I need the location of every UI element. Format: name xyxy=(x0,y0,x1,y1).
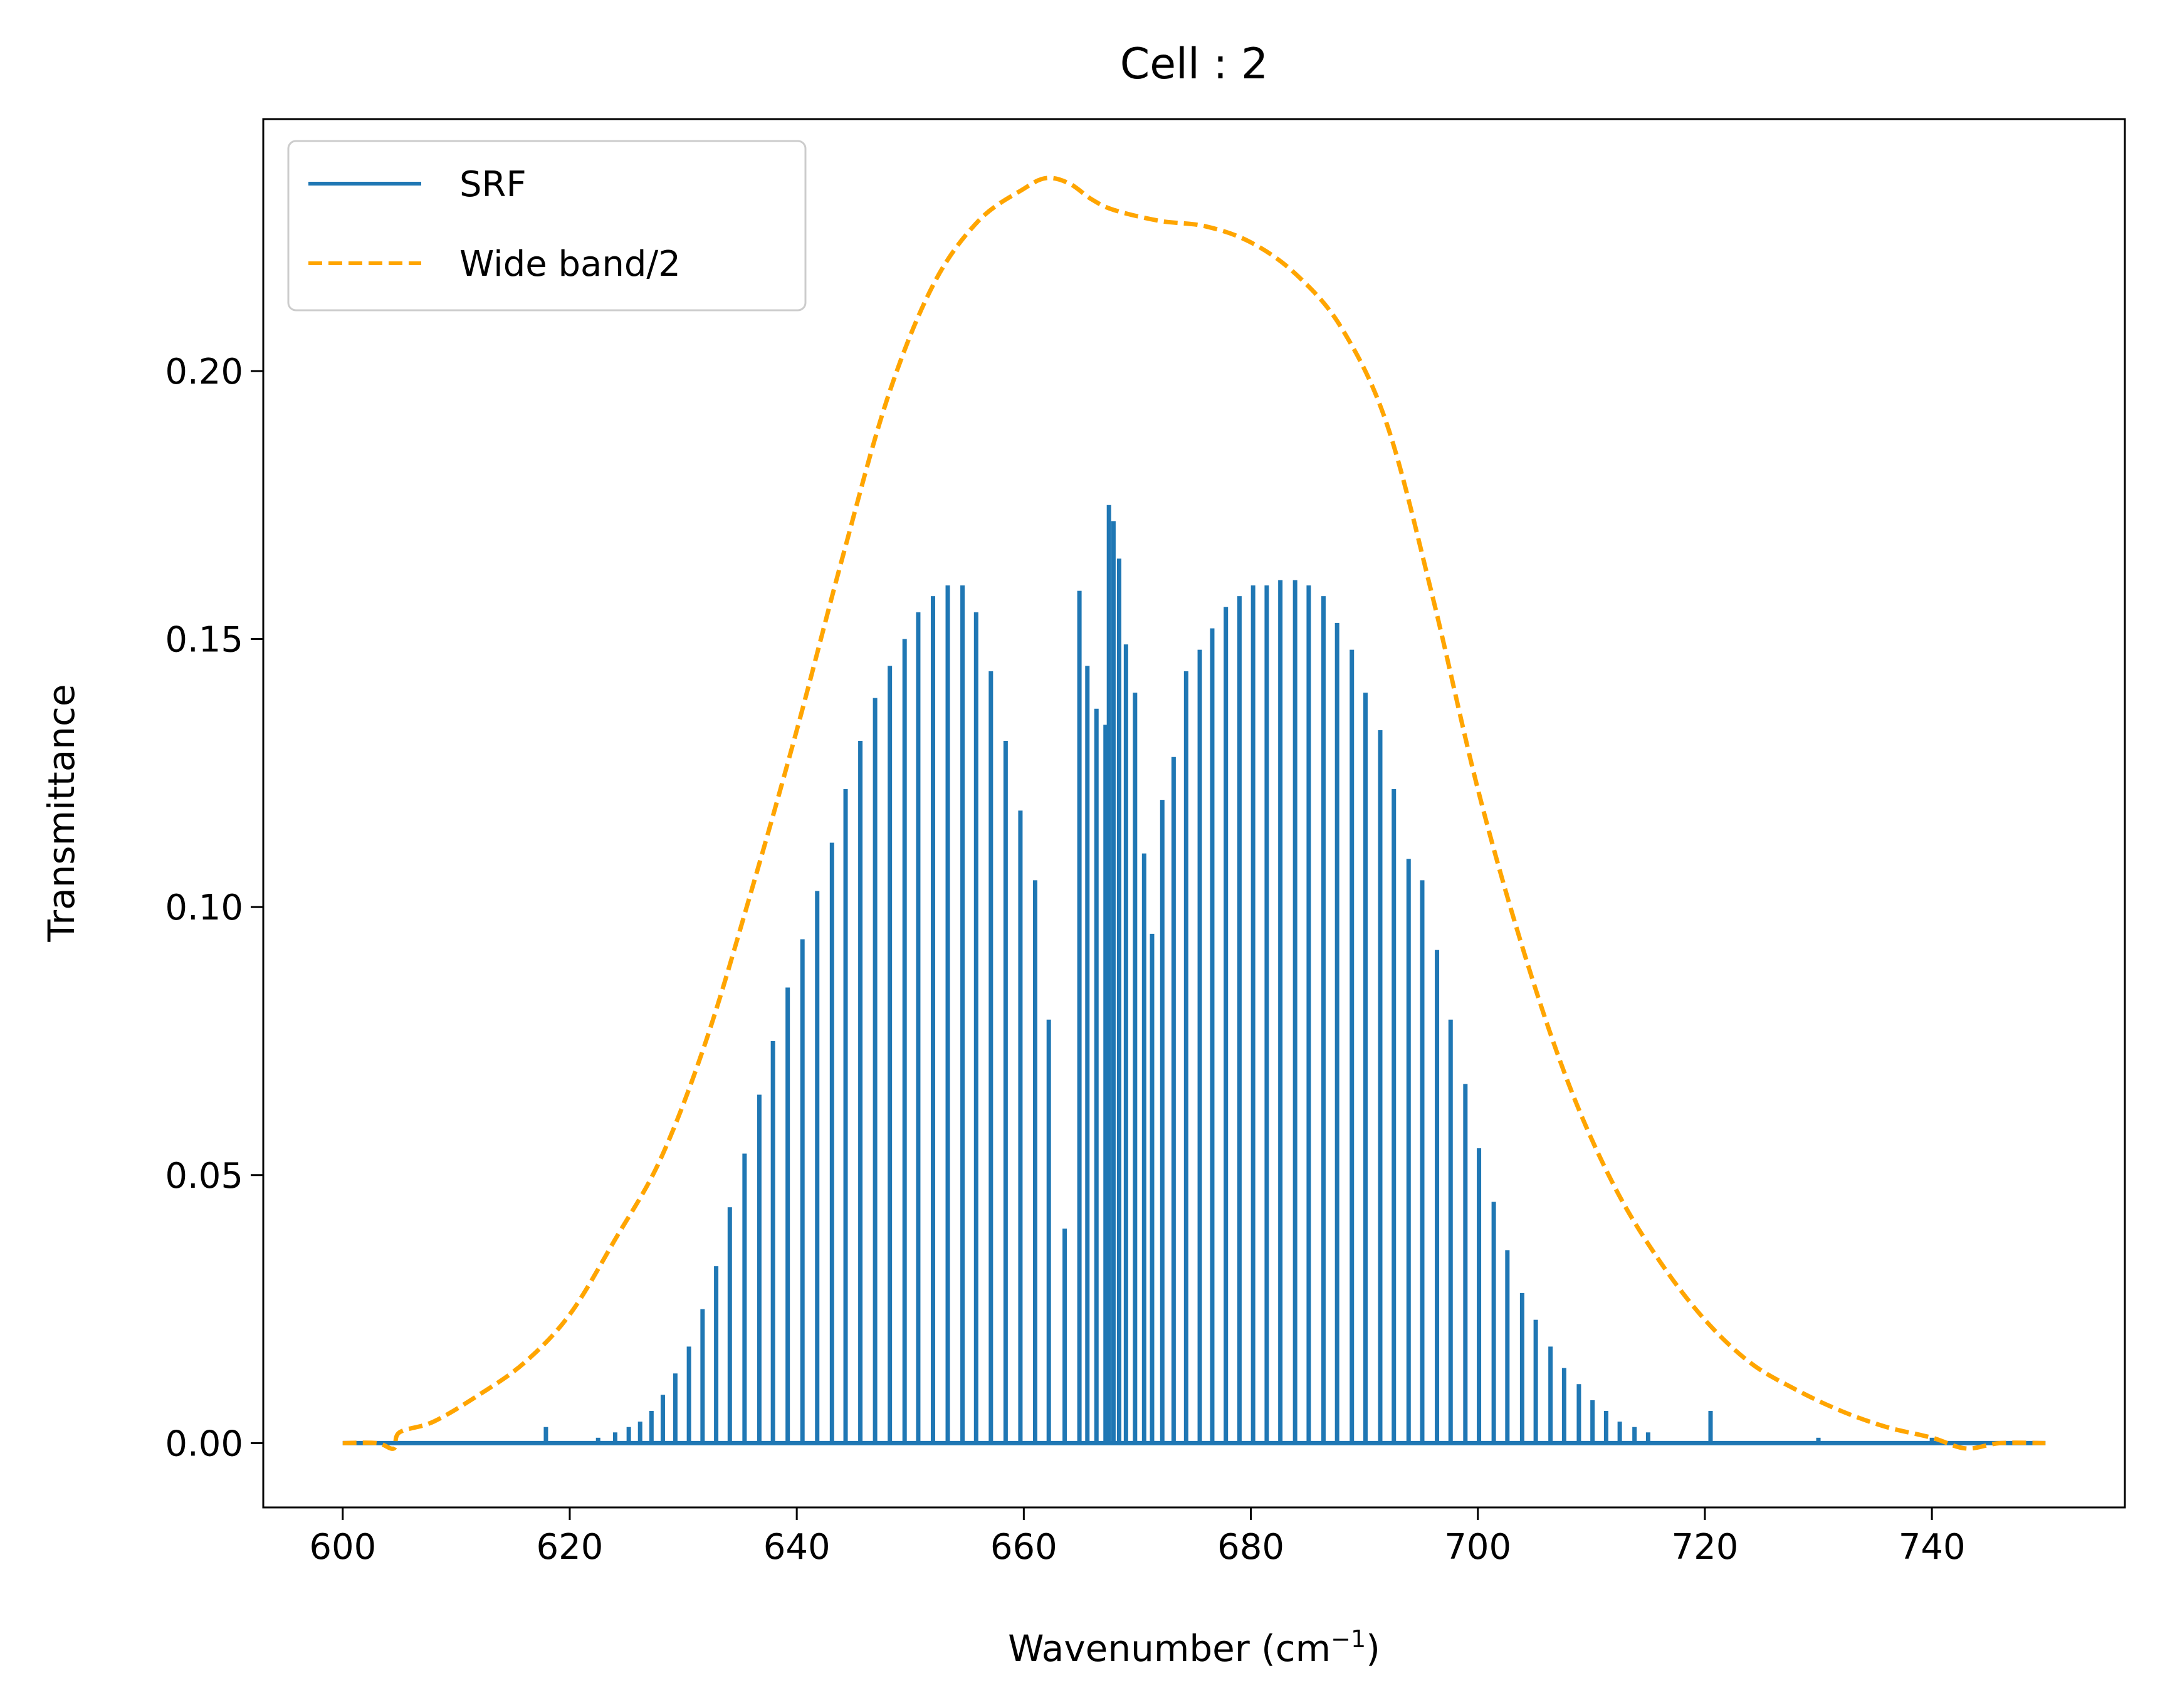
plot-frame xyxy=(262,118,2126,1509)
legend-box xyxy=(287,140,807,312)
y-axis-label: Transmittance xyxy=(40,684,83,942)
y-tick-label: 0.15 xyxy=(165,620,243,661)
x-tick-label: 700 xyxy=(1444,1527,1511,1568)
x-tick-label: 720 xyxy=(1671,1527,1738,1568)
x-tick-label: 680 xyxy=(1217,1527,1284,1568)
y-tick-label: 0.05 xyxy=(165,1156,243,1197)
y-tick-label: 0.00 xyxy=(165,1423,243,1464)
x-tick-label: 600 xyxy=(309,1527,376,1568)
x-axis: 600 620 640 660 680 700 720 740 xyxy=(309,1507,1966,1568)
x-tick-label: 660 xyxy=(990,1527,1057,1568)
y-tick-label: 0.10 xyxy=(165,888,243,928)
x-tick-label: 620 xyxy=(537,1527,604,1568)
y-tick-label: 0.20 xyxy=(165,352,243,392)
x-axis-label-exponent: −1 xyxy=(1331,1625,1366,1653)
x-axis-label-close: ) xyxy=(1366,1627,1380,1670)
chart-title: Cell : 2 xyxy=(1120,39,1269,89)
x-tick-label: 740 xyxy=(1899,1527,1966,1568)
x-axis-label-main: Wavenumber (cm xyxy=(1008,1627,1331,1670)
x-tick-label: 640 xyxy=(763,1527,831,1568)
wide-band-series-line xyxy=(342,176,2046,1451)
y-axis: 0.00 0.05 0.10 0.15 0.20 xyxy=(165,352,263,1464)
legend-label-srf: SRF xyxy=(459,164,527,205)
x-axis-label: Wavenumber (cm−1) xyxy=(1008,1625,1380,1670)
legend: SRF Wide band/2 xyxy=(287,140,807,312)
plot-area xyxy=(342,176,2046,1451)
srf-series xyxy=(342,505,2046,1445)
legend-label-wide-band: Wide band/2 xyxy=(459,244,681,285)
